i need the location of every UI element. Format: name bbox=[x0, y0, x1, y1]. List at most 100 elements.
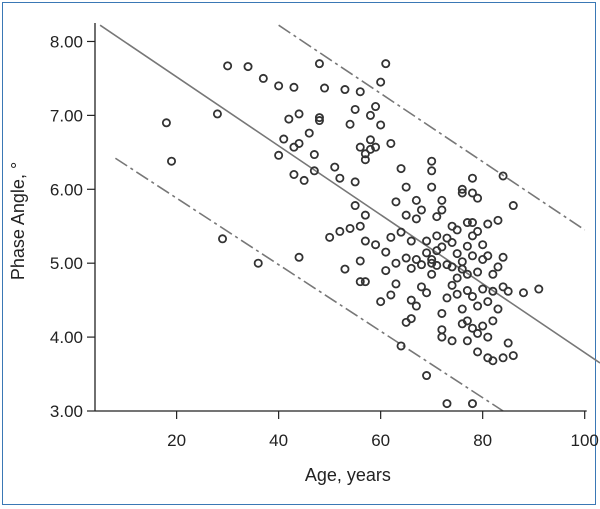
data-point bbox=[437, 332, 447, 342]
data-point bbox=[218, 234, 228, 244]
y-tick-label: 5.00 bbox=[50, 254, 83, 273]
data-point bbox=[432, 231, 442, 241]
data-point bbox=[437, 195, 447, 205]
y-axis-title: Phase Angle, ° bbox=[8, 162, 28, 280]
x-tick-label: 40 bbox=[269, 431, 288, 450]
data-point bbox=[371, 142, 381, 152]
data-point bbox=[427, 258, 437, 268]
data-point bbox=[483, 219, 493, 229]
data-point bbox=[381, 247, 391, 257]
data-point bbox=[478, 321, 488, 331]
data-point bbox=[473, 301, 483, 311]
data-point bbox=[371, 240, 381, 250]
data-point bbox=[401, 317, 411, 327]
data-point bbox=[452, 249, 462, 259]
data-point bbox=[411, 195, 421, 205]
data-point bbox=[478, 240, 488, 250]
data-point bbox=[462, 269, 472, 279]
x-tick-label: 60 bbox=[371, 431, 390, 450]
data-point bbox=[422, 236, 432, 246]
data-point bbox=[457, 188, 467, 198]
data-point bbox=[345, 119, 355, 129]
data-point bbox=[401, 210, 411, 220]
data-point bbox=[355, 87, 365, 97]
data-point bbox=[467, 323, 477, 333]
data-point bbox=[381, 266, 391, 276]
data-point bbox=[294, 252, 304, 262]
data-point bbox=[462, 286, 472, 296]
data-point bbox=[457, 304, 467, 314]
data-point bbox=[411, 254, 421, 264]
data-point bbox=[488, 316, 498, 326]
data-point bbox=[289, 82, 299, 92]
data-point bbox=[503, 286, 513, 296]
data-point bbox=[406, 295, 416, 305]
data-point bbox=[457, 184, 467, 194]
data-point bbox=[294, 109, 304, 119]
y-tick-label: 4.00 bbox=[50, 328, 83, 347]
data-point bbox=[386, 290, 396, 300]
data-point bbox=[350, 104, 360, 114]
data-point bbox=[243, 62, 253, 72]
data-point bbox=[457, 257, 467, 267]
data-point bbox=[518, 288, 528, 298]
confidence-limit-line bbox=[278, 24, 586, 231]
data-point bbox=[386, 138, 396, 148]
data-point bbox=[396, 164, 406, 174]
data-point bbox=[493, 215, 503, 225]
data-point bbox=[498, 252, 508, 262]
data-point bbox=[467, 173, 477, 183]
data-point bbox=[437, 308, 447, 318]
data-point bbox=[467, 291, 477, 301]
data-point bbox=[299, 175, 309, 185]
data-point bbox=[508, 351, 518, 361]
data-point bbox=[360, 236, 370, 246]
data-point bbox=[473, 347, 483, 357]
data-point bbox=[488, 356, 498, 366]
regression-lines bbox=[99, 24, 600, 412]
ticks: 3.00 4.00 5.00 6.00 7.00 8.00 20 40 60 80 100 bbox=[50, 32, 599, 450]
x-tick-label: 80 bbox=[473, 431, 492, 450]
data-points bbox=[161, 59, 544, 409]
data-point bbox=[401, 253, 411, 263]
data-point bbox=[447, 280, 457, 290]
y-tick-label: 3.00 bbox=[50, 402, 83, 421]
data-point bbox=[360, 155, 370, 165]
data-point bbox=[447, 336, 457, 346]
data-point bbox=[279, 134, 289, 144]
data-point bbox=[416, 205, 426, 215]
data-point bbox=[253, 258, 263, 268]
y-tick-label: 7.00 bbox=[50, 106, 83, 125]
data-point bbox=[345, 223, 355, 233]
data-point bbox=[320, 83, 330, 93]
data-point bbox=[432, 212, 442, 222]
data-point bbox=[411, 214, 421, 224]
data-point bbox=[442, 293, 452, 303]
confidence-limit-line bbox=[114, 157, 504, 412]
data-point bbox=[314, 59, 324, 69]
data-point bbox=[452, 289, 462, 299]
data-point bbox=[274, 81, 284, 91]
data-point bbox=[284, 114, 294, 124]
data-point bbox=[462, 241, 472, 251]
data-point bbox=[212, 109, 222, 119]
data-point bbox=[309, 166, 319, 176]
data-point bbox=[340, 85, 350, 95]
y-tick-label: 8.00 bbox=[50, 32, 83, 51]
data-point bbox=[360, 277, 370, 287]
data-point bbox=[442, 233, 452, 243]
data-point bbox=[534, 284, 544, 294]
data-point bbox=[422, 288, 432, 298]
data-point bbox=[467, 231, 477, 241]
data-point bbox=[508, 201, 518, 211]
data-point bbox=[452, 225, 462, 235]
data-point bbox=[350, 201, 360, 211]
data-point bbox=[304, 128, 314, 138]
data-point bbox=[355, 221, 365, 231]
data-point bbox=[391, 258, 401, 268]
data-point bbox=[437, 242, 447, 252]
data-point bbox=[437, 205, 447, 215]
data-point bbox=[416, 260, 426, 270]
data-point bbox=[309, 150, 319, 160]
data-point bbox=[258, 73, 268, 83]
